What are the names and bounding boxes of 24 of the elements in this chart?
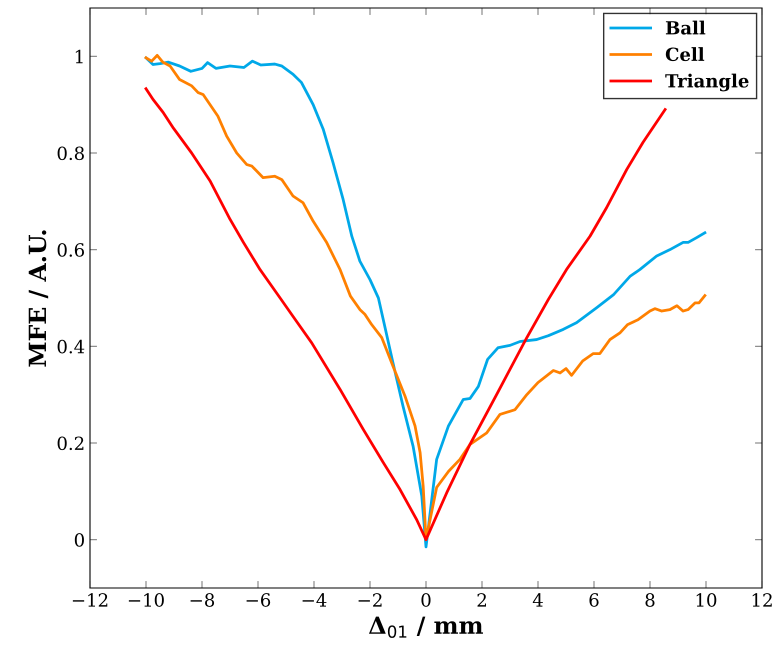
x-tick-label: 10 — [696, 593, 716, 607]
x-tick-label: 8 — [645, 593, 655, 607]
y-tick-label: 1 — [76, 50, 83, 64]
x-tick-label: −2 — [358, 593, 382, 607]
x-tick-label: 6 — [589, 593, 599, 607]
x-tick-label: 12 — [752, 593, 772, 607]
x-axis-title: Δ$_{01}$ / mm — [368, 616, 483, 638]
y-tick-label: 0.6 — [58, 243, 84, 257]
x-tick-label: 0 — [421, 593, 431, 607]
x-tick-label: −10 — [128, 593, 164, 607]
x-tick-label: −4 — [302, 593, 326, 607]
y-tick-label: 0 — [74, 533, 84, 547]
legend-label: Ball — [666, 20, 706, 35]
x-tick-label: −12 — [72, 593, 108, 607]
legend-label: Cell — [666, 47, 704, 62]
x-tick-label: 4 — [532, 593, 543, 607]
x-tick-label: 2 — [477, 593, 486, 607]
x-tick-label: −6 — [246, 593, 270, 607]
y-tick-label: 0.4 — [58, 340, 84, 354]
x-tick-label: −8 — [190, 593, 214, 607]
legend-label: Triangle — [665, 74, 749, 92]
y-tick-label: 0.8 — [58, 146, 84, 160]
y-axis-title: MFE / A.U. — [28, 230, 48, 367]
y-tick-label: 0.2 — [58, 436, 84, 450]
